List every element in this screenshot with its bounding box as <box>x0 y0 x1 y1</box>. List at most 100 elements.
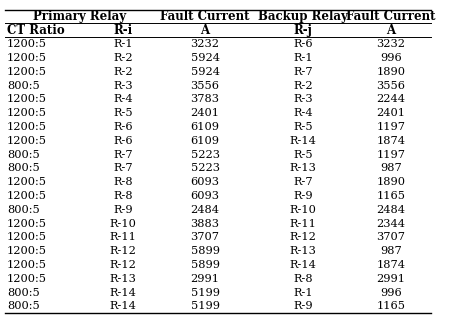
Text: 2484: 2484 <box>191 205 219 215</box>
Text: 2991: 2991 <box>376 274 406 284</box>
Text: R-3: R-3 <box>113 81 133 91</box>
Text: 800:5: 800:5 <box>7 205 40 215</box>
Text: R-4: R-4 <box>113 94 133 104</box>
Text: 1200:5: 1200:5 <box>7 177 47 187</box>
Text: 5899: 5899 <box>191 260 219 270</box>
Text: Fault Current: Fault Current <box>346 10 436 23</box>
Text: R-9: R-9 <box>293 191 313 201</box>
Text: A: A <box>201 24 210 37</box>
Text: 1874: 1874 <box>376 260 406 270</box>
Text: R-6: R-6 <box>113 122 133 132</box>
Text: 3707: 3707 <box>191 232 219 242</box>
Text: 800:5: 800:5 <box>7 288 40 298</box>
Text: R-14: R-14 <box>110 301 137 311</box>
Text: 5924: 5924 <box>191 67 219 77</box>
Text: R-13: R-13 <box>290 163 317 173</box>
Text: CT Ratio: CT Ratio <box>7 24 65 37</box>
Text: R-1: R-1 <box>293 53 313 63</box>
Text: 5899: 5899 <box>191 246 219 256</box>
Text: R-5: R-5 <box>293 122 313 132</box>
Text: 1890: 1890 <box>376 67 406 77</box>
Text: 1165: 1165 <box>376 191 406 201</box>
Text: R-5: R-5 <box>113 108 133 118</box>
Text: 800:5: 800:5 <box>7 301 40 311</box>
Text: 5223: 5223 <box>191 163 219 173</box>
Text: 3707: 3707 <box>376 232 406 242</box>
Text: 3556: 3556 <box>191 81 219 91</box>
Text: 1200:5: 1200:5 <box>7 246 47 256</box>
Text: R-11: R-11 <box>110 232 137 242</box>
Text: 1200:5: 1200:5 <box>7 53 47 63</box>
Text: 1200:5: 1200:5 <box>7 94 47 104</box>
Text: R-9: R-9 <box>293 301 313 311</box>
Text: R-12: R-12 <box>110 246 137 256</box>
Text: R-12: R-12 <box>290 232 317 242</box>
Text: 3783: 3783 <box>191 94 219 104</box>
Text: 5199: 5199 <box>191 288 219 298</box>
Text: R-4: R-4 <box>293 108 313 118</box>
Text: 987: 987 <box>380 163 402 173</box>
Text: R-11: R-11 <box>290 219 317 229</box>
Text: R-12: R-12 <box>110 260 137 270</box>
Text: A: A <box>386 24 396 37</box>
Text: Primary Relay: Primary Relay <box>33 10 126 23</box>
Text: 1200:5: 1200:5 <box>7 67 47 77</box>
Text: 800:5: 800:5 <box>7 81 40 91</box>
Text: Backup Relay: Backup Relay <box>258 10 348 23</box>
Text: R-7: R-7 <box>293 177 313 187</box>
Text: 1200:5: 1200:5 <box>7 191 47 201</box>
Text: 3232: 3232 <box>376 39 406 49</box>
Text: 1200:5: 1200:5 <box>7 136 47 146</box>
Text: 987: 987 <box>380 246 402 256</box>
Text: R-8: R-8 <box>113 191 133 201</box>
Text: 2401: 2401 <box>376 108 406 118</box>
Text: 3556: 3556 <box>376 81 406 91</box>
Text: 2991: 2991 <box>191 274 219 284</box>
Text: R-1: R-1 <box>113 39 133 49</box>
Text: R-14: R-14 <box>290 260 317 270</box>
Text: 6093: 6093 <box>191 177 219 187</box>
Text: 5924: 5924 <box>191 53 219 63</box>
Text: R-6: R-6 <box>293 39 313 49</box>
Text: R-2: R-2 <box>113 67 133 77</box>
Text: Fault Current: Fault Current <box>160 10 250 23</box>
Text: 5223: 5223 <box>191 150 219 160</box>
Text: 800:5: 800:5 <box>7 150 40 160</box>
Text: R-7: R-7 <box>113 150 133 160</box>
Text: R-14: R-14 <box>290 136 317 146</box>
Text: 1874: 1874 <box>376 136 406 146</box>
Text: 1200:5: 1200:5 <box>7 274 47 284</box>
Text: 800:5: 800:5 <box>7 163 40 173</box>
Text: R-10: R-10 <box>290 205 317 215</box>
Text: 2401: 2401 <box>191 108 219 118</box>
Text: R-6: R-6 <box>113 136 133 146</box>
Text: 996: 996 <box>380 288 402 298</box>
Text: R-2: R-2 <box>113 53 133 63</box>
Text: R-2: R-2 <box>293 81 313 91</box>
Text: R-7: R-7 <box>113 163 133 173</box>
Text: 2244: 2244 <box>376 94 406 104</box>
Text: R-3: R-3 <box>293 94 313 104</box>
Text: R-i: R-i <box>114 24 133 37</box>
Text: 1200:5: 1200:5 <box>7 260 47 270</box>
Text: 5199: 5199 <box>191 301 219 311</box>
Text: R-7: R-7 <box>293 67 313 77</box>
Text: R-13: R-13 <box>110 274 137 284</box>
Text: 1165: 1165 <box>376 301 406 311</box>
Text: R-9: R-9 <box>113 205 133 215</box>
Text: 1200:5: 1200:5 <box>7 39 47 49</box>
Text: R-8: R-8 <box>113 177 133 187</box>
Text: 1197: 1197 <box>376 150 406 160</box>
Text: 1890: 1890 <box>376 177 406 187</box>
Text: 1200:5: 1200:5 <box>7 219 47 229</box>
Text: R-13: R-13 <box>290 246 317 256</box>
Text: 6109: 6109 <box>191 122 219 132</box>
Text: 1200:5: 1200:5 <box>7 232 47 242</box>
Text: R-10: R-10 <box>110 219 137 229</box>
Text: R-j: R-j <box>294 24 313 37</box>
Text: 1200:5: 1200:5 <box>7 108 47 118</box>
Text: 6109: 6109 <box>191 136 219 146</box>
Text: 3232: 3232 <box>191 39 219 49</box>
Text: 2344: 2344 <box>376 219 406 229</box>
Text: 1200:5: 1200:5 <box>7 122 47 132</box>
